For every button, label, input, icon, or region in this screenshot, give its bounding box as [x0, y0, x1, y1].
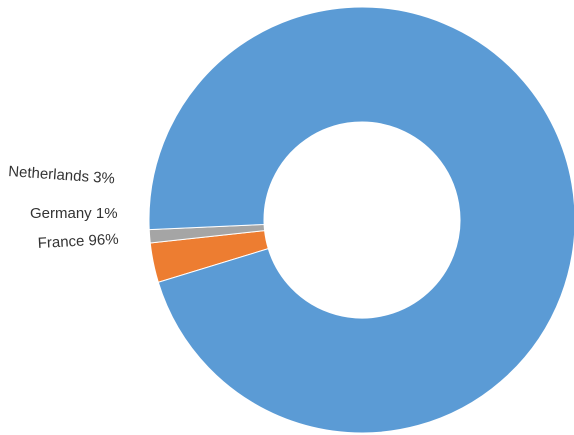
slice-label-france: France 96%: [37, 231, 119, 252]
labels-group: Netherlands 3% Germany 1% France 96%: [8, 163, 119, 252]
slice-label-germany: Germany 1%: [30, 205, 118, 222]
slices-group: [148, 6, 574, 434]
slice-france: [148, 6, 574, 434]
slice-label-netherlands: Netherlands 3%: [8, 163, 116, 187]
